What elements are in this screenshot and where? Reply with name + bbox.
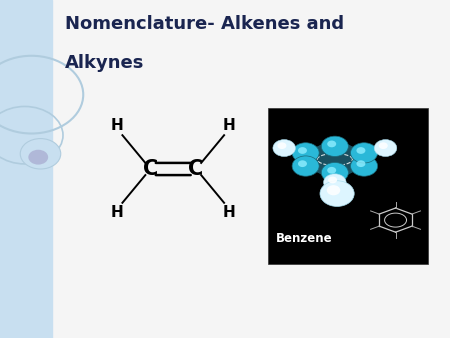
- Text: C: C: [143, 159, 158, 179]
- Circle shape: [374, 140, 397, 156]
- Circle shape: [351, 143, 378, 163]
- Circle shape: [20, 139, 61, 169]
- Circle shape: [273, 140, 296, 156]
- Circle shape: [356, 160, 365, 167]
- Circle shape: [351, 156, 378, 176]
- Circle shape: [327, 185, 340, 195]
- Text: H: H: [111, 118, 123, 132]
- Circle shape: [379, 142, 388, 149]
- Bar: [268, 108, 428, 264]
- Circle shape: [321, 136, 348, 156]
- Circle shape: [310, 141, 359, 178]
- Circle shape: [292, 143, 319, 163]
- Circle shape: [324, 174, 346, 191]
- Circle shape: [298, 160, 307, 167]
- Text: H: H: [111, 206, 123, 220]
- Bar: [0, 0, 52, 338]
- Circle shape: [320, 181, 354, 207]
- Text: H: H: [223, 118, 236, 132]
- Text: Benzene: Benzene: [276, 232, 333, 245]
- Circle shape: [327, 141, 336, 147]
- Text: Nomenclature- Alkenes and: Nomenclature- Alkenes and: [65, 15, 344, 33]
- Circle shape: [28, 150, 48, 165]
- Text: C: C: [188, 159, 203, 179]
- Text: H: H: [223, 206, 236, 220]
- Circle shape: [298, 147, 307, 154]
- Circle shape: [356, 147, 365, 154]
- Circle shape: [327, 167, 336, 174]
- Text: Alkynes: Alkynes: [65, 54, 144, 72]
- Circle shape: [328, 176, 337, 183]
- Circle shape: [278, 142, 287, 149]
- Circle shape: [321, 163, 348, 183]
- Circle shape: [292, 156, 319, 176]
